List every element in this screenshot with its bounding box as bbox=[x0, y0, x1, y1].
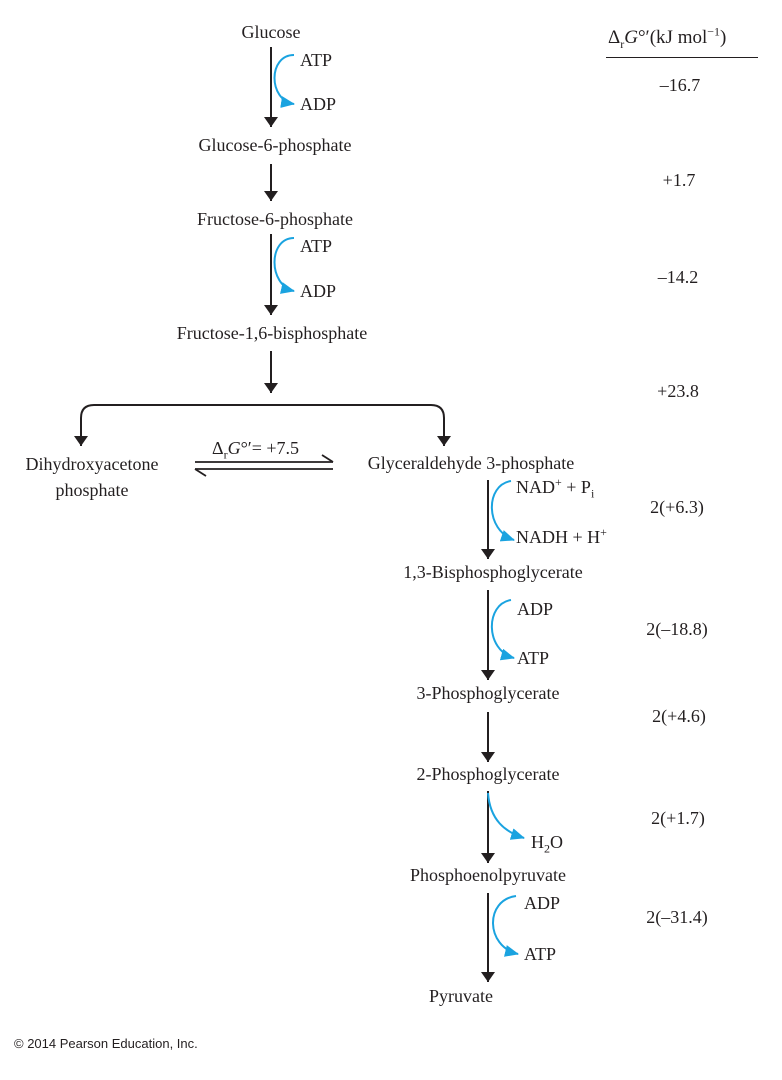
gibbs-symbol: G bbox=[624, 27, 638, 48]
cofactor-step6-in: NAD+ + Pi bbox=[516, 475, 594, 500]
arrow-split-bracket bbox=[80, 404, 445, 444]
metabolite-phosphoenolpyruvate: Phosphoenolpyruvate bbox=[410, 865, 566, 885]
energy-value-step8: 2(+4.6) bbox=[652, 706, 706, 726]
header-rule bbox=[606, 57, 758, 58]
cofactor-step10-in: ADP bbox=[524, 893, 561, 913]
water-h: H bbox=[531, 832, 544, 852]
cofactor-arrow-step7 bbox=[490, 599, 515, 661]
metabolite-dhap-line1: Dihydroxyacetone bbox=[25, 454, 159, 474]
units-open: (kJ mol bbox=[649, 27, 708, 48]
cofactor-step7-in: ADP bbox=[517, 599, 554, 619]
iso-gibbs: G bbox=[227, 438, 241, 458]
cofactor-arrow-step9 bbox=[487, 792, 525, 840]
copyright-notice: © 2014 Pearson Education, Inc. bbox=[14, 1036, 198, 1051]
cofactor-arrow-step10 bbox=[492, 895, 519, 957]
water-o: O bbox=[550, 832, 563, 852]
energy-value-step10: 2(–31.4) bbox=[646, 907, 708, 927]
water-subscript: 2 bbox=[544, 841, 550, 856]
proton-charge: + bbox=[600, 525, 607, 539]
cofactor-step6-out: NADH + H+ bbox=[516, 525, 607, 547]
metabolite-dhap-line2: phosphate bbox=[55, 480, 129, 500]
energy-value-step2: +1.7 bbox=[662, 170, 696, 190]
metabolite-glyceraldehyde-3-phosphate: Glyceraldehyde 3-phosphate bbox=[367, 453, 575, 473]
nadh-text: NADH + H bbox=[516, 527, 601, 547]
cofactor-step1-out: ADP bbox=[300, 94, 337, 114]
cofactor-arrow-step1 bbox=[273, 54, 295, 108]
cofactor-arrow-step6 bbox=[490, 480, 515, 542]
metabolite-3-phosphoglycerate: 3-Phosphoglycerate bbox=[416, 683, 560, 703]
energy-value-step1: –16.7 bbox=[659, 75, 701, 95]
nad-text: NAD bbox=[516, 477, 555, 497]
energy-value-step7: 2(–18.8) bbox=[646, 619, 708, 639]
cofactor-step1-in: ATP bbox=[300, 50, 333, 70]
cofactor-step10-out: ATP bbox=[524, 944, 557, 964]
metabolite-fructose-1-6-bisphosphate: Fructose-1,6-bisphosphate bbox=[176, 323, 368, 343]
iso-standard-mark: °′ bbox=[240, 438, 252, 458]
metabolite-glucose-6-phosphate: Glucose-6-phosphate bbox=[198, 135, 352, 155]
energy-column-header: ΔrG°′(kJ mol−1) bbox=[608, 24, 727, 51]
energy-value-step3: –14.2 bbox=[657, 267, 699, 287]
units-close: ) bbox=[720, 27, 727, 48]
nad-charge: + bbox=[555, 475, 562, 489]
metabolite-glucose: Glucose bbox=[241, 22, 301, 42]
metabolite-1-3-bisphosphoglycerate: 1,3-Bisphosphoglycerate bbox=[403, 562, 583, 582]
cofactor-step7-out: ATP bbox=[517, 648, 550, 668]
delta-subscript: r bbox=[620, 36, 625, 51]
metabolite-fructose-6-phosphate: Fructose-6-phosphate bbox=[197, 209, 353, 229]
units-exponent: −1 bbox=[707, 24, 721, 39]
cofactor-step9-out: H2O bbox=[531, 832, 563, 855]
energy-value-step9: 2(+1.7) bbox=[651, 808, 705, 828]
metabolite-2-phosphoglycerate: 2-Phosphoglycerate bbox=[416, 764, 560, 784]
pi-text: + P bbox=[561, 477, 591, 497]
cofactor-step3-in: ATP bbox=[300, 236, 333, 256]
cofactor-step3-out: ADP bbox=[300, 281, 337, 301]
isomerase-energy-label: ΔrG°′= +7.5 bbox=[212, 438, 300, 461]
cofactor-arrow-step3 bbox=[273, 237, 295, 294]
metabolite-pyruvate: Pyruvate bbox=[429, 986, 493, 1006]
delta-symbol: Δ bbox=[608, 27, 621, 48]
standard-state-mark: °′ bbox=[637, 27, 650, 48]
iso-delta: Δ bbox=[212, 438, 224, 458]
energy-value-step6: 2(+6.3) bbox=[650, 497, 704, 517]
pi-subscript: i bbox=[590, 486, 595, 501]
iso-value: = +7.5 bbox=[251, 438, 300, 458]
iso-delta-subscript: r bbox=[223, 447, 228, 462]
energy-value-step4: +23.8 bbox=[657, 381, 699, 401]
